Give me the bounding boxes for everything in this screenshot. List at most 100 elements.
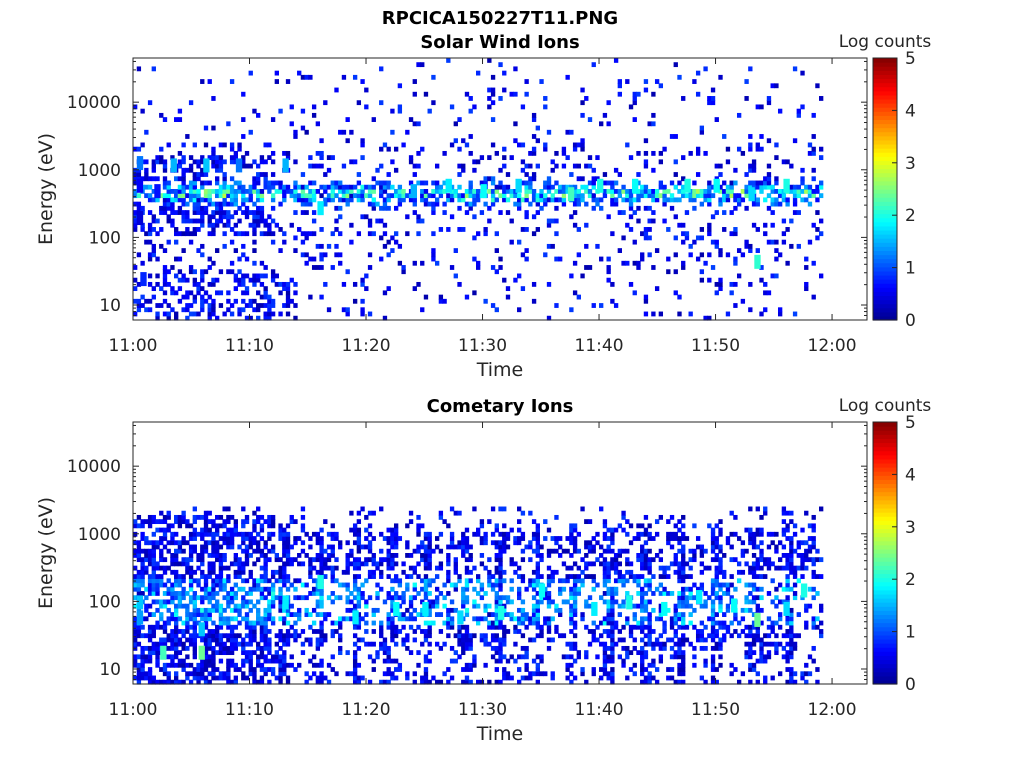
heatmap-cell xyxy=(498,679,503,685)
heatmap-cell xyxy=(617,523,622,529)
heatmap-cell xyxy=(408,197,414,203)
heatmap-cell xyxy=(352,540,358,546)
heatmap-cell xyxy=(714,667,719,672)
heatmap-cell xyxy=(162,197,168,203)
heatmap-cell xyxy=(647,548,652,554)
heatmap-cell xyxy=(349,548,354,554)
heatmap-cell xyxy=(222,641,227,647)
heatmap-cell xyxy=(673,523,678,529)
heatmap-cell xyxy=(777,201,783,207)
heatmap-cell xyxy=(256,315,261,321)
heatmap-cell xyxy=(483,227,488,232)
heatmap-cell xyxy=(736,620,742,626)
heatmap-cell xyxy=(382,290,388,296)
heatmap-cell xyxy=(543,620,548,626)
heatmap-cell xyxy=(196,159,201,165)
heatmap-cell xyxy=(666,574,671,579)
heatmap-cell xyxy=(420,679,425,685)
heatmap-cell xyxy=(140,574,145,579)
heatmap-cell xyxy=(722,197,727,203)
heatmap-cell xyxy=(498,624,503,630)
heatmap-cell xyxy=(315,536,321,541)
heatmap-cell xyxy=(155,650,160,656)
heatmap-cell xyxy=(140,662,145,668)
heatmap-cell xyxy=(658,180,664,186)
heatmap-cell xyxy=(270,193,276,199)
heatmap-cell xyxy=(498,540,503,546)
heatmap-cell xyxy=(774,239,779,245)
heatmap-cell xyxy=(550,599,555,605)
heatmap-cell xyxy=(472,167,477,173)
heatmap-cell xyxy=(457,281,462,287)
heatmap-cell xyxy=(755,633,760,639)
heatmap-cell xyxy=(162,624,168,630)
heatmap-cell xyxy=(218,159,224,165)
heatmap-cell xyxy=(315,599,321,605)
heatmap-cell xyxy=(252,307,257,313)
heatmap-cell xyxy=(330,265,335,270)
heatmap-cell xyxy=(252,603,257,609)
heatmap-cell xyxy=(815,184,820,190)
heatmap-cell xyxy=(748,146,753,152)
heatmap-cell xyxy=(393,540,399,546)
heatmap-cell xyxy=(207,180,212,186)
colorbar-segment xyxy=(873,58,897,63)
heatmap-cell xyxy=(140,523,145,529)
heatmap-cell xyxy=(259,629,265,634)
heatmap-cell xyxy=(572,578,578,584)
heatmap-cell xyxy=(226,603,231,609)
heatmap-cell xyxy=(427,603,432,609)
heatmap-cell xyxy=(610,184,615,190)
heatmap-cell xyxy=(300,74,306,80)
heatmap-cell xyxy=(759,595,764,601)
heatmap-cell xyxy=(352,565,358,571)
heatmap-cell xyxy=(535,599,540,605)
heatmap-cell xyxy=(390,671,395,677)
heatmap-cell xyxy=(625,591,630,596)
heatmap-cell xyxy=(703,637,708,643)
heatmap-cell xyxy=(628,155,634,161)
heatmap-cell xyxy=(379,629,384,634)
heatmap-cell xyxy=(248,184,253,190)
heatmap-cell xyxy=(133,620,138,626)
heatmap-cell xyxy=(207,265,212,270)
heatmap-cell xyxy=(282,616,287,622)
heatmap-cell xyxy=(476,197,481,203)
colorbar-segment xyxy=(873,164,897,170)
heatmap-cell xyxy=(278,531,283,537)
heatmap-cell xyxy=(393,667,399,672)
heatmap-cell xyxy=(636,591,641,596)
heatmap-cell xyxy=(505,531,511,537)
heatmap-cell xyxy=(464,193,470,199)
heatmap-cell xyxy=(371,117,376,122)
heatmap-cell xyxy=(461,548,466,554)
heatmap-cell xyxy=(256,645,261,651)
heatmap-cell xyxy=(558,197,563,203)
heatmap-cell xyxy=(393,523,399,529)
heatmap-cell xyxy=(371,205,376,211)
heatmap-cell xyxy=(192,654,197,660)
heatmap-cell xyxy=(241,586,246,592)
heatmap-cell xyxy=(162,531,168,537)
heatmap-cell xyxy=(278,629,283,634)
heatmap-cell xyxy=(572,222,578,228)
heatmap-cell xyxy=(185,629,190,634)
heatmap-cell xyxy=(323,565,328,571)
heatmap-cell xyxy=(643,650,649,656)
heatmap-cell xyxy=(203,679,209,685)
heatmap-cell xyxy=(144,565,149,571)
heatmap-cell xyxy=(621,582,626,588)
heatmap-cell xyxy=(580,671,585,677)
heatmap-cell xyxy=(155,281,160,287)
heatmap-cell xyxy=(200,155,205,161)
heatmap-cell xyxy=(613,578,619,584)
heatmap-cell xyxy=(162,671,168,677)
heatmap-cell xyxy=(625,645,630,651)
heatmap-cell xyxy=(763,307,768,313)
heatmap-cell xyxy=(494,184,499,190)
heatmap-cell xyxy=(211,662,216,668)
heatmap-cell xyxy=(774,180,779,186)
heatmap-cell xyxy=(226,667,231,672)
heatmap-cell xyxy=(517,201,522,207)
heatmap-cell xyxy=(613,586,619,592)
